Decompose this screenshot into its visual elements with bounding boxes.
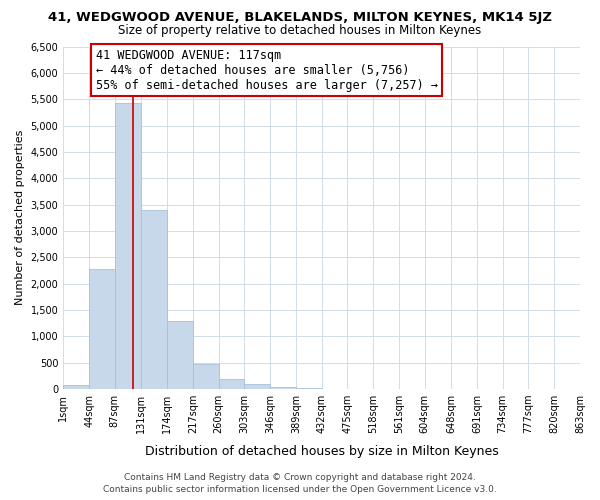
Bar <box>296 388 322 389</box>
Text: Contains HM Land Registry data © Crown copyright and database right 2024.
Contai: Contains HM Land Registry data © Crown c… <box>103 472 497 494</box>
Text: 41 WEDGWOOD AVENUE: 117sqm
← 44% of detached houses are smaller (5,756)
55% of s: 41 WEDGWOOD AVENUE: 117sqm ← 44% of deta… <box>95 48 437 92</box>
Bar <box>167 321 193 389</box>
Bar <box>218 379 244 389</box>
Y-axis label: Number of detached properties: Number of detached properties <box>15 130 25 306</box>
Bar <box>244 384 270 389</box>
Bar <box>141 210 167 389</box>
Bar <box>270 386 296 389</box>
X-axis label: Distribution of detached houses by size in Milton Keynes: Distribution of detached houses by size … <box>145 444 499 458</box>
Text: Size of property relative to detached houses in Milton Keynes: Size of property relative to detached ho… <box>118 24 482 37</box>
Bar <box>89 270 115 389</box>
Bar <box>193 364 218 389</box>
Text: 41, WEDGWOOD AVENUE, BLAKELANDS, MILTON KEYNES, MK14 5JZ: 41, WEDGWOOD AVENUE, BLAKELANDS, MILTON … <box>48 11 552 24</box>
Bar <box>115 103 141 389</box>
Bar <box>63 385 89 389</box>
